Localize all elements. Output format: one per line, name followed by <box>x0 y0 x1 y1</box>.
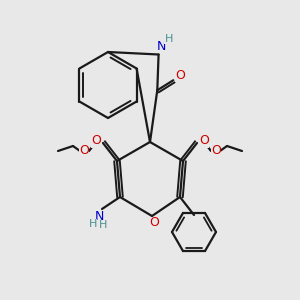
Text: N: N <box>157 40 166 53</box>
Text: O: O <box>176 69 185 82</box>
Text: O: O <box>149 217 159 230</box>
Text: H: H <box>99 220 107 230</box>
Text: O: O <box>91 134 101 148</box>
Text: N: N <box>94 209 104 223</box>
Text: H: H <box>89 219 97 229</box>
Text: O: O <box>79 145 89 158</box>
Text: O: O <box>211 145 221 158</box>
Text: H: H <box>164 34 173 44</box>
Text: O: O <box>199 134 209 148</box>
